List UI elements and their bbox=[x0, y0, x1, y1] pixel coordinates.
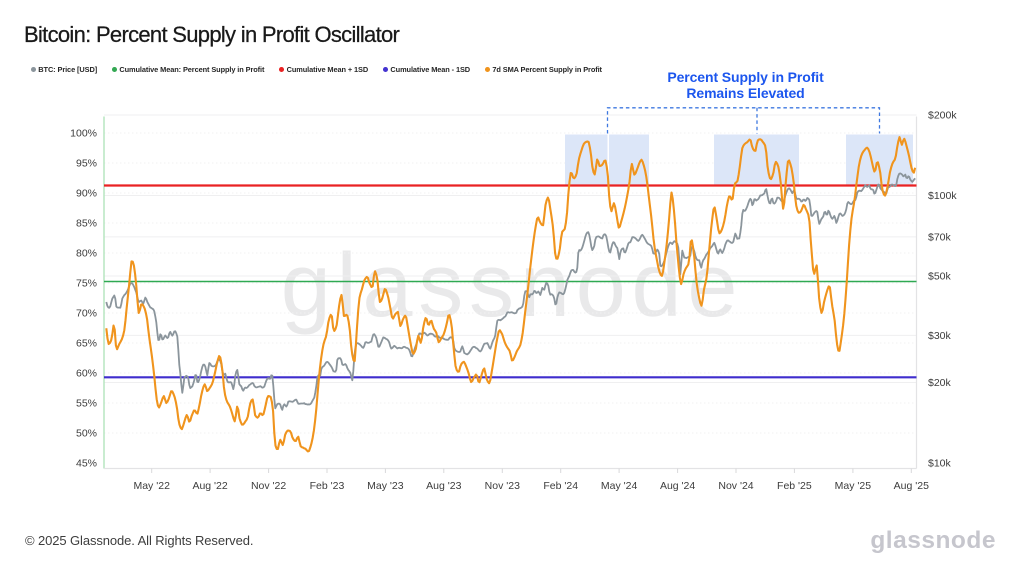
svg-text:Nov '23: Nov '23 bbox=[485, 480, 520, 492]
svg-text:Feb '25: Feb '25 bbox=[777, 480, 812, 492]
svg-text:45%: 45% bbox=[76, 458, 97, 470]
svg-text:$10k: $10k bbox=[928, 458, 952, 470]
svg-text:Aug '25: Aug '25 bbox=[894, 480, 929, 492]
svg-text:May '22: May '22 bbox=[133, 480, 170, 492]
svg-text:Aug '24: Aug '24 bbox=[660, 480, 695, 492]
svg-text:85%: 85% bbox=[76, 218, 97, 230]
svg-text:May '25: May '25 bbox=[835, 480, 872, 492]
svg-text:100%: 100% bbox=[70, 128, 97, 140]
svg-text:90%: 90% bbox=[76, 188, 97, 200]
svg-text:Nov '24: Nov '24 bbox=[718, 480, 753, 492]
svg-text:65%: 65% bbox=[76, 338, 97, 350]
svg-text:$200k: $200k bbox=[928, 110, 957, 122]
svg-text:$50k: $50k bbox=[928, 271, 952, 283]
svg-text:Aug '22: Aug '22 bbox=[192, 480, 227, 492]
svg-text:$30k: $30k bbox=[928, 330, 952, 342]
svg-text:Feb '23: Feb '23 bbox=[310, 480, 345, 492]
svg-text:$20k: $20k bbox=[928, 377, 952, 389]
svg-text:Nov '22: Nov '22 bbox=[251, 480, 286, 492]
svg-text:$70k: $70k bbox=[928, 231, 952, 243]
svg-text:$100k: $100k bbox=[928, 190, 957, 202]
svg-text:May '23: May '23 bbox=[367, 480, 404, 492]
svg-text:Aug '23: Aug '23 bbox=[426, 480, 461, 492]
svg-text:60%: 60% bbox=[76, 368, 97, 380]
svg-text:May '24: May '24 bbox=[601, 480, 638, 492]
svg-text:Feb '24: Feb '24 bbox=[543, 480, 578, 492]
svg-text:95%: 95% bbox=[76, 158, 97, 170]
svg-text:55%: 55% bbox=[76, 398, 97, 410]
svg-text:80%: 80% bbox=[76, 248, 97, 260]
svg-text:50%: 50% bbox=[76, 428, 97, 440]
svg-text:glassnode: glassnode bbox=[281, 236, 744, 336]
svg-text:70%: 70% bbox=[76, 308, 97, 320]
svg-text:75%: 75% bbox=[76, 278, 97, 290]
